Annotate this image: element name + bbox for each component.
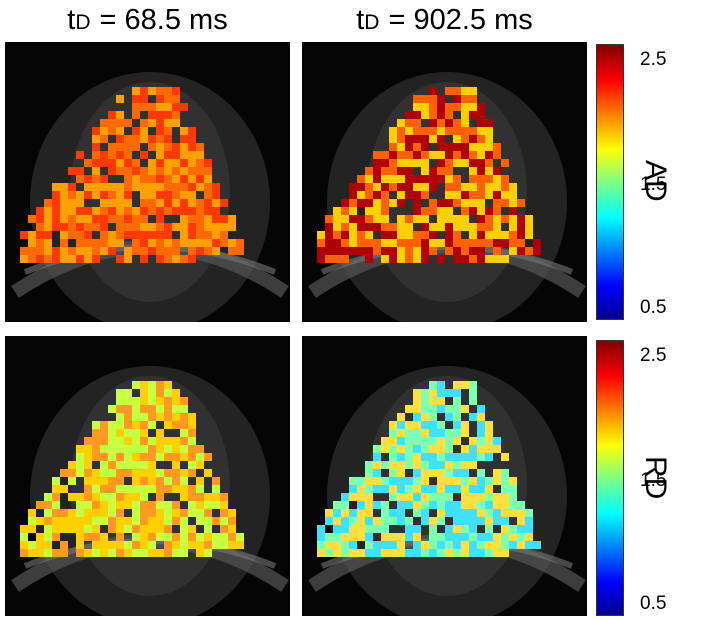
parametric-map — [20, 87, 244, 263]
column-title-value: = 902.5 ms — [380, 4, 533, 36]
parametric-map — [20, 381, 244, 557]
column-title-subscript: D — [364, 11, 381, 34]
panel-rd-68-5 — [5, 336, 290, 616]
colorbar-rd-mid-label: 1.5 — [640, 470, 667, 491]
colorbar-ad-min-label: 0.5 — [640, 297, 667, 318]
colorbar-ad — [596, 44, 624, 320]
panel-rd-902-5 — [302, 336, 587, 616]
colorbar-ad-max-label: 2.5 — [640, 49, 667, 70]
panel-ad-68-5 — [5, 42, 290, 322]
colorbar-gradient — [596, 340, 624, 616]
column-title-subscript: D — [75, 11, 92, 34]
colorbar-rd-min-label: 0.5 — [640, 593, 667, 614]
column-title-prefix: t — [356, 4, 365, 36]
row-label-rd: RD — [639, 456, 672, 500]
colorbar-rd-max-label: 2.5 — [640, 345, 667, 366]
parametric-map — [317, 87, 541, 263]
column-title-prefix: t — [67, 4, 76, 36]
colorbar-gradient — [596, 44, 624, 320]
colorbar-rd — [596, 340, 624, 616]
panel-ad-902-5 — [302, 42, 587, 322]
parametric-map — [317, 381, 541, 557]
row-label-ad: AD — [639, 160, 672, 202]
colorbar-ad-mid-label: 1.5 — [640, 174, 667, 195]
column-title-value: = 68.5 ms — [91, 4, 228, 36]
column-title-td-68-5: tD = 68.5 ms — [5, 2, 290, 38]
column-title-td-902-5: tD = 902.5 ms — [302, 2, 587, 38]
